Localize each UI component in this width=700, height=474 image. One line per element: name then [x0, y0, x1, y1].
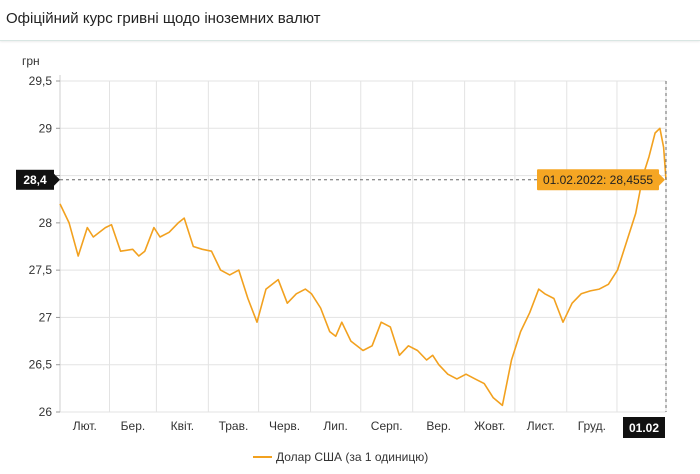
crosshair-x-label: 01.02	[629, 421, 659, 435]
legend[interactable]: Долар США (за 1 одиницю)	[253, 450, 428, 464]
crosshair-y-badge	[16, 169, 54, 190]
x-tick-label: Лют.	[73, 419, 97, 433]
page-header: Офіційний курс гривні щодо іноземних вал…	[0, 0, 700, 41]
grid	[59, 75, 667, 413]
tooltip-arrow	[659, 173, 665, 186]
tooltip-text: 01.02.2022: 28,4555	[543, 173, 653, 187]
y-tick-label: 27,5	[29, 263, 53, 277]
crosshair-y-label: 28,4	[23, 173, 47, 187]
x-tick-label: Квіт.	[171, 419, 195, 433]
page-title: Офіційний курс гривні щодо іноземних вал…	[6, 10, 321, 27]
x-tick-label: Жовт.	[474, 419, 505, 433]
x-tick-label: Трав.	[219, 419, 249, 433]
series-line	[59, 127, 667, 407]
x-tick-label: Груд.	[578, 419, 606, 433]
crosshair-x-badge	[623, 417, 665, 438]
y-axis-label: грн	[22, 54, 40, 68]
x-tick-label: Лист.	[527, 419, 555, 433]
tooltip-box	[537, 169, 659, 191]
legend-entry: Долар США (за 1 одиницю)	[276, 450, 428, 464]
y-tick-label: 26	[39, 405, 53, 419]
y-tick-label: 27	[39, 310, 53, 324]
y-tick-label: 29,5	[29, 74, 53, 88]
series-group	[59, 127, 667, 407]
y-tick-label: 29	[39, 121, 53, 135]
x-axis: Лют. Бер. Квіт. Трав. Черв. Лип. Серп. Вер. Жовт…	[73, 419, 606, 433]
x-tick-label: Вер.	[426, 419, 451, 433]
crosshair-y-badge-arrow	[54, 173, 60, 186]
crosshair: 28,4 01.02 01.02.2022: 28,4555	[16, 81, 667, 438]
x-tick-label: Серп.	[371, 419, 403, 433]
y-axis: 26 26,5 27 27,5 28 29 29,5	[29, 74, 60, 419]
y-tick-label: 28	[39, 216, 53, 230]
x-tick-label: Черв.	[269, 419, 300, 433]
y-tick-label: 26,5	[29, 358, 53, 372]
x-tick-label: Лип.	[323, 419, 347, 433]
x-tick-label: Бер.	[121, 419, 146, 433]
